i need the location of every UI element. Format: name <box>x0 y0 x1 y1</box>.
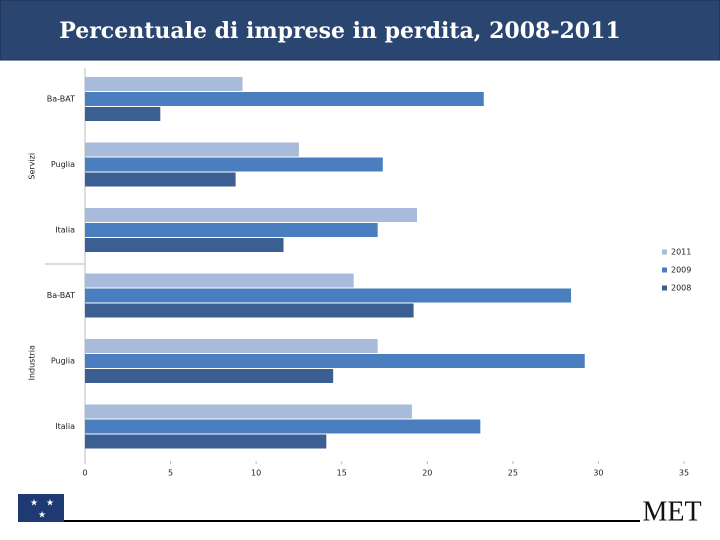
bar <box>85 354 585 368</box>
bar <box>85 92 484 106</box>
legend-swatch <box>662 267 667 273</box>
group-label: Servizi <box>28 153 37 180</box>
category-label: Ba-BAT <box>47 95 75 104</box>
logo <box>18 494 64 522</box>
group-label: Industria <box>28 345 37 380</box>
bar <box>85 208 418 222</box>
category-label: Puglia <box>51 357 75 366</box>
x-tick-label: 30 <box>593 469 603 478</box>
category-label: Italia <box>55 422 75 431</box>
x-tick-label: 15 <box>337 469 347 478</box>
bar <box>85 434 327 449</box>
legend-swatch <box>662 249 667 255</box>
bar <box>85 223 378 237</box>
category-label: Puglia <box>51 160 75 169</box>
bar <box>85 339 378 353</box>
x-tick-label: 20 <box>422 469 432 478</box>
bar <box>85 404 412 419</box>
logo-star: ★ <box>30 499 38 509</box>
legend-label: 2009 <box>671 266 691 275</box>
bar <box>85 142 299 157</box>
legend-label: 2008 <box>671 284 691 293</box>
bar <box>85 369 334 383</box>
legend-swatch <box>662 285 667 291</box>
x-tick-label: 5 <box>168 469 173 478</box>
bar <box>85 303 414 318</box>
bar <box>85 157 383 172</box>
chart-title: Percentuale di imprese in perdita, 2008-… <box>59 18 620 44</box>
legend-label: 2011 <box>671 248 691 257</box>
bar <box>85 273 354 288</box>
bar <box>85 288 572 303</box>
category-label: Ba-BAT <box>47 291 75 300</box>
x-tick-label: 10 <box>251 469 261 478</box>
bar <box>85 238 284 252</box>
category-label: Italia <box>55 226 75 235</box>
x-tick-label: 25 <box>508 469 518 478</box>
logo-star: ★ <box>46 499 54 509</box>
x-tick-label: 0 <box>82 469 87 478</box>
bar <box>85 419 481 434</box>
bar <box>85 77 243 91</box>
brand: MET <box>642 496 701 527</box>
bar <box>85 172 236 187</box>
bar <box>85 107 161 121</box>
title-banner <box>0 0 720 61</box>
logo-star: ★ <box>38 511 46 521</box>
x-tick-label: 35 <box>679 469 689 478</box>
